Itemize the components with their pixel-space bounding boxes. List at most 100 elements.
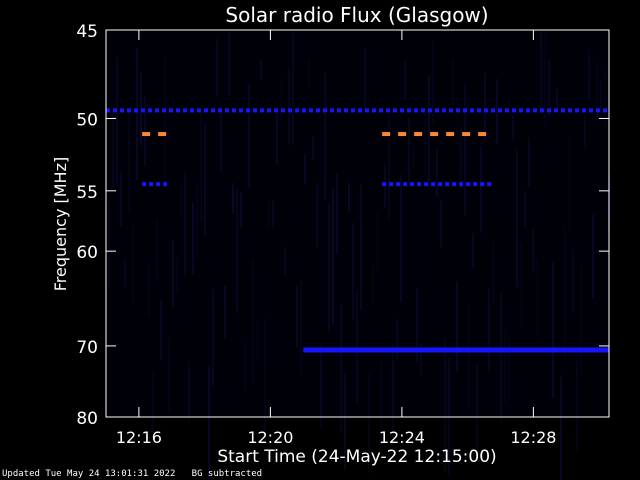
noise-streak xyxy=(156,219,158,280)
noise-streak xyxy=(360,184,362,310)
y-axis-label: Frequency [MHz] xyxy=(51,157,70,291)
emission-dash xyxy=(484,108,488,113)
emission-dash xyxy=(589,108,593,113)
noise-streak xyxy=(428,74,430,182)
emission-dash xyxy=(417,182,422,187)
emission-dash xyxy=(519,108,523,113)
emission-dash xyxy=(596,108,600,113)
emission-dash xyxy=(344,108,348,113)
emission-dash xyxy=(163,182,168,187)
emission-dash xyxy=(155,108,159,113)
emission-dash xyxy=(239,108,243,113)
noise-streak xyxy=(400,174,402,303)
noise-streak xyxy=(228,32,230,96)
x-tick-label: 12:16 xyxy=(116,428,162,447)
noise-streak xyxy=(136,47,138,181)
noise-streak xyxy=(396,318,398,360)
noise-streak xyxy=(268,201,270,228)
noise-streak xyxy=(444,337,446,472)
emission-dash xyxy=(463,108,467,113)
emission-dash xyxy=(603,108,607,113)
emission-dash xyxy=(477,108,481,113)
noise-streak xyxy=(552,262,554,398)
emission-dash xyxy=(403,182,408,187)
emission-dash xyxy=(156,182,161,187)
noise-streak xyxy=(220,104,222,172)
emission-dash xyxy=(398,132,407,137)
noise-streak xyxy=(456,281,458,372)
emission-dash xyxy=(260,108,264,113)
noise-streak xyxy=(524,190,526,230)
noise-streak xyxy=(168,336,170,414)
emission-dash xyxy=(365,108,369,113)
noise-streak xyxy=(512,114,514,141)
noise-streak xyxy=(244,340,246,393)
emission-dash xyxy=(316,108,320,113)
emission-dash xyxy=(430,132,439,137)
noise-streak xyxy=(288,67,290,146)
emission-dash xyxy=(127,108,131,113)
emission-dash xyxy=(512,108,516,113)
noise-streak xyxy=(112,114,114,188)
noise-streak xyxy=(544,31,546,126)
emission-dash xyxy=(232,108,236,113)
emission-dash xyxy=(435,108,439,113)
noise-streak xyxy=(120,172,122,227)
noise-streak xyxy=(476,363,478,457)
emission-dash xyxy=(148,108,152,113)
emission-dash xyxy=(281,108,285,113)
noise-streak xyxy=(344,373,346,470)
emission-dash xyxy=(134,108,138,113)
noise-streak xyxy=(580,266,582,372)
emission-dash xyxy=(554,108,558,113)
noise-streak xyxy=(420,342,422,375)
noise-streak xyxy=(148,263,150,317)
noise-streak xyxy=(292,32,294,144)
noise-streak xyxy=(304,154,306,184)
noise-streak xyxy=(296,286,298,347)
emission-dash xyxy=(424,182,429,187)
x-axis: 12:16 12:20 12:24 12:28 xyxy=(116,30,556,447)
emission-dash xyxy=(456,108,460,113)
emission-dash xyxy=(351,108,355,113)
chart-title: Solar radio Flux (Glasgow) xyxy=(225,3,488,27)
emission-dash xyxy=(358,108,362,113)
emission-dash xyxy=(526,108,530,113)
noise-streak xyxy=(528,137,530,187)
noise-streak xyxy=(392,344,394,437)
noise-streak xyxy=(236,188,238,313)
emission-dash xyxy=(183,108,187,113)
noise-streak xyxy=(472,233,474,269)
emission-dash xyxy=(407,108,411,113)
noise-streak xyxy=(300,278,302,376)
noise-streak xyxy=(412,144,414,169)
emission-dash xyxy=(473,182,478,187)
noise-streak xyxy=(436,149,438,198)
emission-dash xyxy=(446,132,455,137)
emission-dash xyxy=(379,108,383,113)
noise-streak xyxy=(576,359,578,451)
emission-dash xyxy=(225,108,229,113)
noise-streak xyxy=(180,186,182,218)
emission-dash xyxy=(372,108,376,113)
background-note: BG subtracted xyxy=(191,469,263,479)
noise-streak xyxy=(320,344,322,428)
emission-dash xyxy=(393,108,397,113)
emission-dash xyxy=(533,108,537,113)
noise-streak xyxy=(216,38,218,98)
emission-dash xyxy=(459,182,464,187)
noise-streak xyxy=(124,258,126,288)
emission-dash xyxy=(396,182,401,187)
emission-dash xyxy=(466,182,471,187)
emission-dash xyxy=(421,108,425,113)
emission-dash xyxy=(149,182,154,187)
emission-dash xyxy=(158,132,167,137)
emission-dash xyxy=(169,108,173,113)
noise-streak xyxy=(308,58,310,87)
emission-dash xyxy=(246,108,250,113)
emission-dash xyxy=(302,108,306,113)
noise-streak xyxy=(336,174,338,254)
noise-streak xyxy=(224,285,226,338)
noise-streak xyxy=(340,303,342,433)
noise-streak xyxy=(488,287,490,372)
